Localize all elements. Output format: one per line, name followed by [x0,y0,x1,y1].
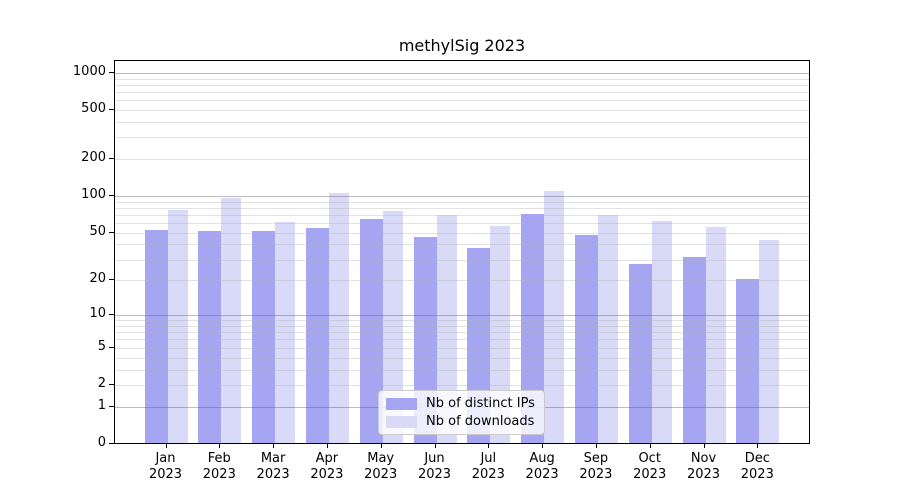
legend-row-distinct-ips: Nb of distinct IPs [386,396,536,411]
bar-downloads-nov [705,226,726,443]
x-tick-mark-dec [757,444,759,448]
bar-distinct-ips-apr [305,227,329,443]
x-tick-mark-aug [542,444,544,448]
bar-downloads-sep [597,214,618,443]
legend-label-downloads: Nb of downloads [426,414,535,429]
bar-downloads-jun [436,214,457,443]
bar-distinct-ips-feb [198,230,222,443]
bar-downloads-jul [490,225,511,443]
bar-distinct-ips-jan [144,229,168,443]
x-tick-mark-nov [703,444,705,448]
y-tick-label-500: 500 [81,101,106,117]
legend-label-distinct-ips: Nb of distinct IPs [426,396,535,411]
x-tick-label-mar: Mar 2023 [256,451,290,482]
y-tick-label-200: 200 [81,150,106,166]
x-tick-label-jun: Jun 2023 [417,451,452,482]
y-tick-label-10: 10 [89,306,106,322]
y-tick-mark-50 [109,231,114,233]
legend: Nb of distinct IPs Nb of downloads [378,390,545,435]
bar-downloads-feb [221,197,242,443]
bar-downloads-mar [275,222,296,443]
bar-distinct-ips-nov [682,256,706,443]
x-tick-mark-mar [273,444,275,448]
x-tick-label-dec: Dec 2023 [740,451,774,482]
x-tick-label-apr: Apr 2023 [310,451,344,482]
bar-downloads-may [382,211,403,443]
y-tick-mark-200 [109,158,114,160]
y-tick-label-5: 5 [97,338,106,354]
y-tick-mark-2 [109,383,114,385]
y-tick-label-20: 20 [89,271,106,287]
y-tick-mark-1000 [109,71,114,73]
x-tick-label-feb: Feb 2023 [202,451,236,482]
x-tick-mark-jun [434,444,436,448]
bar-distinct-ips-may [359,218,383,443]
y-tick-label-0: 0 [97,435,106,450]
chart-title: methylSig 2023 [398,36,526,55]
x-tick-mark-sep [595,444,597,448]
x-tick-label-nov: Nov 2023 [686,451,721,482]
x-tick-label-may: May 2023 [364,451,398,482]
downloads-swatch-icon [386,415,417,428]
y-tick-mark-500 [109,109,114,111]
bars-layer [115,61,809,443]
x-tick-mark-feb [219,444,221,448]
x-tick-label-oct: Oct 2023 [633,451,667,482]
y-tick-label-2: 2 [97,375,106,391]
x-tick-label-jul: Jul 2023 [471,451,505,482]
bar-distinct-ips-aug [521,214,545,443]
x-tick-mark-may [380,444,382,448]
y-tick-mark-20 [109,279,114,281]
bar-distinct-ips-sep [574,235,598,443]
x-tick-mark-jul [488,444,490,448]
bar-distinct-ips-dec [736,279,760,443]
distinct-ips-swatch-icon [386,397,417,410]
bar-downloads-jan [167,209,188,443]
x-tick-mark-oct [649,444,651,448]
y-tick-mark-10 [109,314,114,316]
plot-area [114,60,810,444]
legend-row-downloads: Nb of downloads [386,414,536,429]
y-tick-label-1000: 1000 [72,63,106,79]
y-tick-mark-0 [109,443,114,444]
y-tick-mark-5 [109,346,114,348]
bar-downloads-apr [328,193,349,443]
x-tick-label-sep: Sep 2023 [579,451,613,482]
x-tick-mark-jan [165,444,167,448]
bar-downloads-aug [544,191,565,443]
bar-downloads-dec [759,239,780,443]
bar-downloads-oct [651,221,672,443]
y-tick-mark-100 [109,195,114,197]
x-tick-label-jan: Jan 2023 [148,451,183,482]
y-tick-label-100: 100 [81,187,106,203]
x-tick-mark-apr [326,444,328,448]
x-tick-label-aug: Aug 2023 [525,451,559,482]
y-tick-mark-1 [109,405,114,407]
bar-distinct-ips-oct [628,264,652,443]
y-tick-label-1: 1 [97,397,106,413]
y-tick-label-50: 50 [89,223,106,239]
bar-distinct-ips-mar [252,230,276,443]
